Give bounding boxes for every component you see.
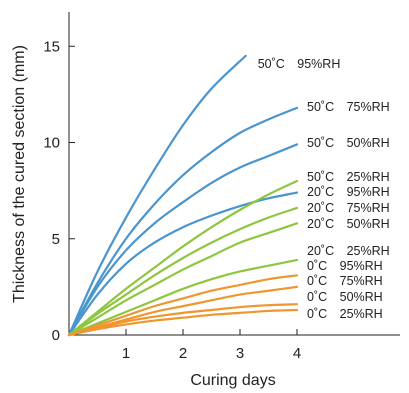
y-tick-label: 15	[43, 38, 60, 55]
axes	[68, 12, 400, 336]
series-label: 50˚C 25%RH	[307, 170, 390, 184]
series-line	[67, 285, 299, 337]
series-label: 0˚C 50%RH	[307, 290, 383, 304]
series-line	[67, 303, 299, 337]
series-label: 20˚C 25%RH	[307, 244, 390, 258]
series-label: 50˚C 95%RH	[258, 57, 341, 71]
series-labels: 50˚C 95%RH 50˚C 75%RH 50˚C 50%RH 50˚C 25%RH…	[258, 57, 390, 321]
series-line	[67, 106, 299, 337]
series-label: 20˚C 50%RH	[307, 217, 390, 231]
series-line	[67, 179, 299, 337]
series-label: 20˚C 95%RH	[307, 185, 390, 199]
series-line	[67, 258, 299, 337]
y-tick-label: 10	[43, 135, 60, 152]
y-axis-label: Thickness of the cured section (mm)	[11, 45, 28, 303]
y-tick-label: 5	[52, 231, 60, 248]
series-lines	[67, 54, 299, 337]
axis-ticks: 1 2 3 4 0 5 10 15	[43, 38, 301, 362]
series-label: 50˚C 75%RH	[307, 100, 390, 114]
series-line	[67, 206, 299, 337]
series-line	[67, 308, 299, 337]
x-axis-label: Curing days	[190, 372, 275, 389]
series-label: 20˚C 75%RH	[307, 201, 390, 215]
series-label: 0˚C 75%RH	[307, 274, 383, 288]
series-line	[67, 191, 299, 337]
series-line	[67, 143, 299, 337]
series-label: 50˚C 50%RH	[307, 136, 390, 150]
x-tick-label: 2	[179, 345, 187, 362]
series-line	[67, 274, 299, 337]
x-tick-label: 4	[293, 345, 301, 362]
series-label: 0˚C 25%RH	[307, 307, 383, 321]
x-tick-label: 3	[236, 345, 244, 362]
series-label: 0˚C 95%RH	[307, 259, 383, 273]
series-line	[67, 222, 299, 337]
y-tick-label: 0	[52, 327, 60, 344]
x-tick-label: 1	[122, 345, 130, 362]
series-line	[67, 54, 247, 337]
